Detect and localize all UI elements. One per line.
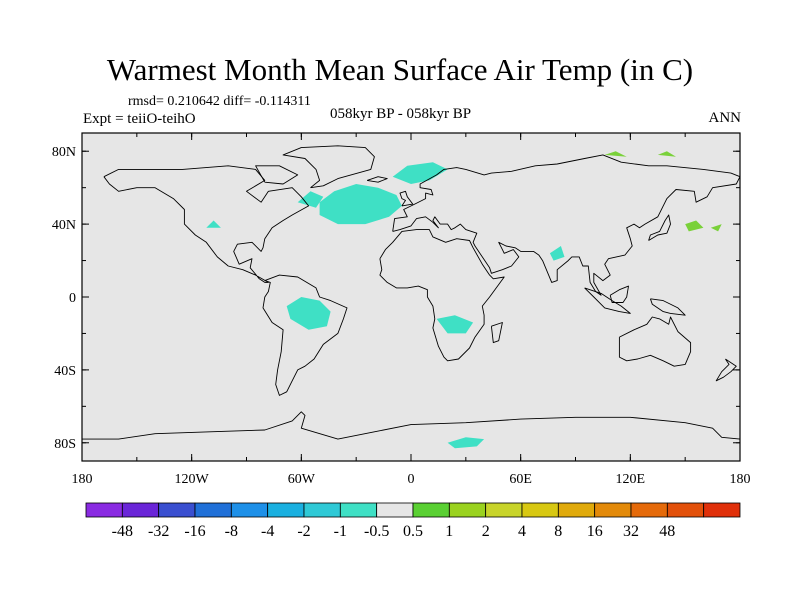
coastline-greenland bbox=[282, 145, 375, 189]
coastline-japan bbox=[648, 214, 671, 241]
y-tick-label: 80S bbox=[54, 437, 76, 452]
y-tick-label: 80N bbox=[52, 145, 76, 160]
colorbar-label: 48 bbox=[659, 523, 675, 540]
coastline-baffin bbox=[255, 165, 299, 185]
colorbar-label: 0.5 bbox=[403, 523, 423, 540]
colorbar-swatch bbox=[85, 502, 123, 518]
experiment-label: Expt = teiiO-teihO bbox=[83, 111, 196, 127]
colorbar-swatch bbox=[630, 502, 668, 518]
colorbar-swatch bbox=[594, 502, 632, 518]
anomaly-layer bbox=[206, 151, 722, 449]
colorbar-swatch bbox=[703, 502, 741, 518]
colorbar-label: -48 bbox=[112, 523, 133, 540]
axis-ticks: 180 120W 60W 0 60E 120E 180 80N 40N 0 40S 80S bbox=[52, 133, 751, 487]
anomaly-patch-amazon bbox=[286, 297, 331, 330]
x-tick-label: 180 bbox=[72, 472, 93, 487]
anomaly-patch-labrador bbox=[297, 191, 324, 208]
coastline-madagascar bbox=[490, 322, 503, 344]
colorbar-swatch bbox=[158, 502, 196, 518]
colorbar-label: -32 bbox=[148, 523, 169, 540]
colorbar-swatch bbox=[121, 502, 160, 518]
coastline-britain bbox=[399, 190, 414, 207]
plot-title: Warmest Month Mean Surface Air Temp (in … bbox=[106, 52, 694, 87]
x-tick-label: 0 bbox=[408, 472, 415, 487]
colorbar-swatch bbox=[557, 502, 596, 518]
anomaly-patch-norwegian-sea bbox=[392, 162, 448, 184]
colorbar-label: -0.5 bbox=[364, 523, 389, 540]
coastline-borneo bbox=[609, 285, 629, 303]
x-tick-label: 120E bbox=[616, 472, 646, 487]
coastline-australia bbox=[618, 316, 692, 367]
colorbar-label: 32 bbox=[623, 523, 639, 540]
anomaly-patch-antarctic bbox=[447, 437, 485, 449]
colorbar-swatch bbox=[376, 502, 414, 518]
y-tick-label: 40S bbox=[54, 364, 76, 379]
anomaly-patch-north-pacific bbox=[685, 220, 704, 232]
coastline-africa bbox=[379, 229, 505, 362]
colorbar-label: -16 bbox=[184, 523, 205, 540]
coastline-new-guinea bbox=[649, 298, 686, 316]
y-tick-label: 0 bbox=[69, 291, 76, 306]
colorbar-swatch bbox=[521, 502, 559, 518]
coastlines bbox=[82, 145, 741, 440]
colorbar-swatch bbox=[303, 502, 341, 518]
colorbar: -48 -32 -16 -8 -4 -2 -1 -0.5 0.5 1 2 4 8 16 32 48 bbox=[85, 502, 741, 540]
colorbar-label: 2 bbox=[482, 523, 490, 540]
colorbar-swatch bbox=[339, 502, 378, 518]
anomaly-patch-india bbox=[549, 246, 565, 261]
colorbar-label: -2 bbox=[297, 523, 310, 540]
period-label: 058kyr BP - 058kyr BP bbox=[330, 106, 472, 122]
y-tick-label: 40N bbox=[52, 218, 76, 233]
colorbar-swatch bbox=[267, 502, 305, 518]
anomaly-patch-southern-africa bbox=[436, 315, 474, 334]
coastline-indonesia bbox=[584, 287, 631, 314]
coastline-antarctica bbox=[82, 411, 741, 440]
coastline-iceland bbox=[366, 176, 388, 183]
anomaly-patch-kamchatka bbox=[710, 224, 722, 232]
colorbar-label: -8 bbox=[225, 523, 238, 540]
coastline-eurasia bbox=[392, 154, 741, 296]
colorbar-label: 1 bbox=[445, 523, 453, 540]
colorbar-label: 4 bbox=[518, 523, 526, 540]
colorbar-swatch bbox=[448, 502, 487, 518]
x-tick-label: 120W bbox=[175, 472, 210, 487]
coastline-south-america bbox=[262, 274, 348, 396]
colorbar-label: 16 bbox=[587, 523, 603, 540]
stats-label: rmsd= 0.210642 diff= -0.114311 bbox=[128, 94, 311, 109]
colorbar-swatch bbox=[666, 502, 705, 518]
colorbar-swatch bbox=[485, 502, 523, 518]
anomaly-patch-east-siberian-sea bbox=[657, 151, 676, 157]
x-tick-label: 60E bbox=[509, 472, 532, 487]
colorbar-swatch bbox=[194, 502, 232, 518]
colorbar-label: -1 bbox=[334, 523, 347, 540]
map-background bbox=[82, 133, 740, 461]
colorbar-label: 8 bbox=[554, 523, 562, 540]
anomaly-patch-siberia-arctic bbox=[604, 151, 627, 157]
anomaly-patch-north-atlantic bbox=[319, 184, 402, 225]
colorbar-swatch bbox=[230, 502, 269, 518]
x-tick-label: 60W bbox=[288, 472, 316, 487]
coastline-new-zealand bbox=[715, 358, 737, 382]
colorbar-label: -4 bbox=[261, 523, 274, 540]
coastline-north-america bbox=[103, 165, 310, 283]
season-label: ANN bbox=[708, 110, 742, 126]
map-area bbox=[82, 133, 740, 461]
x-tick-label: 180 bbox=[730, 472, 751, 487]
anomaly-patch-north-america bbox=[206, 220, 221, 228]
colorbar-swatch bbox=[412, 502, 450, 518]
